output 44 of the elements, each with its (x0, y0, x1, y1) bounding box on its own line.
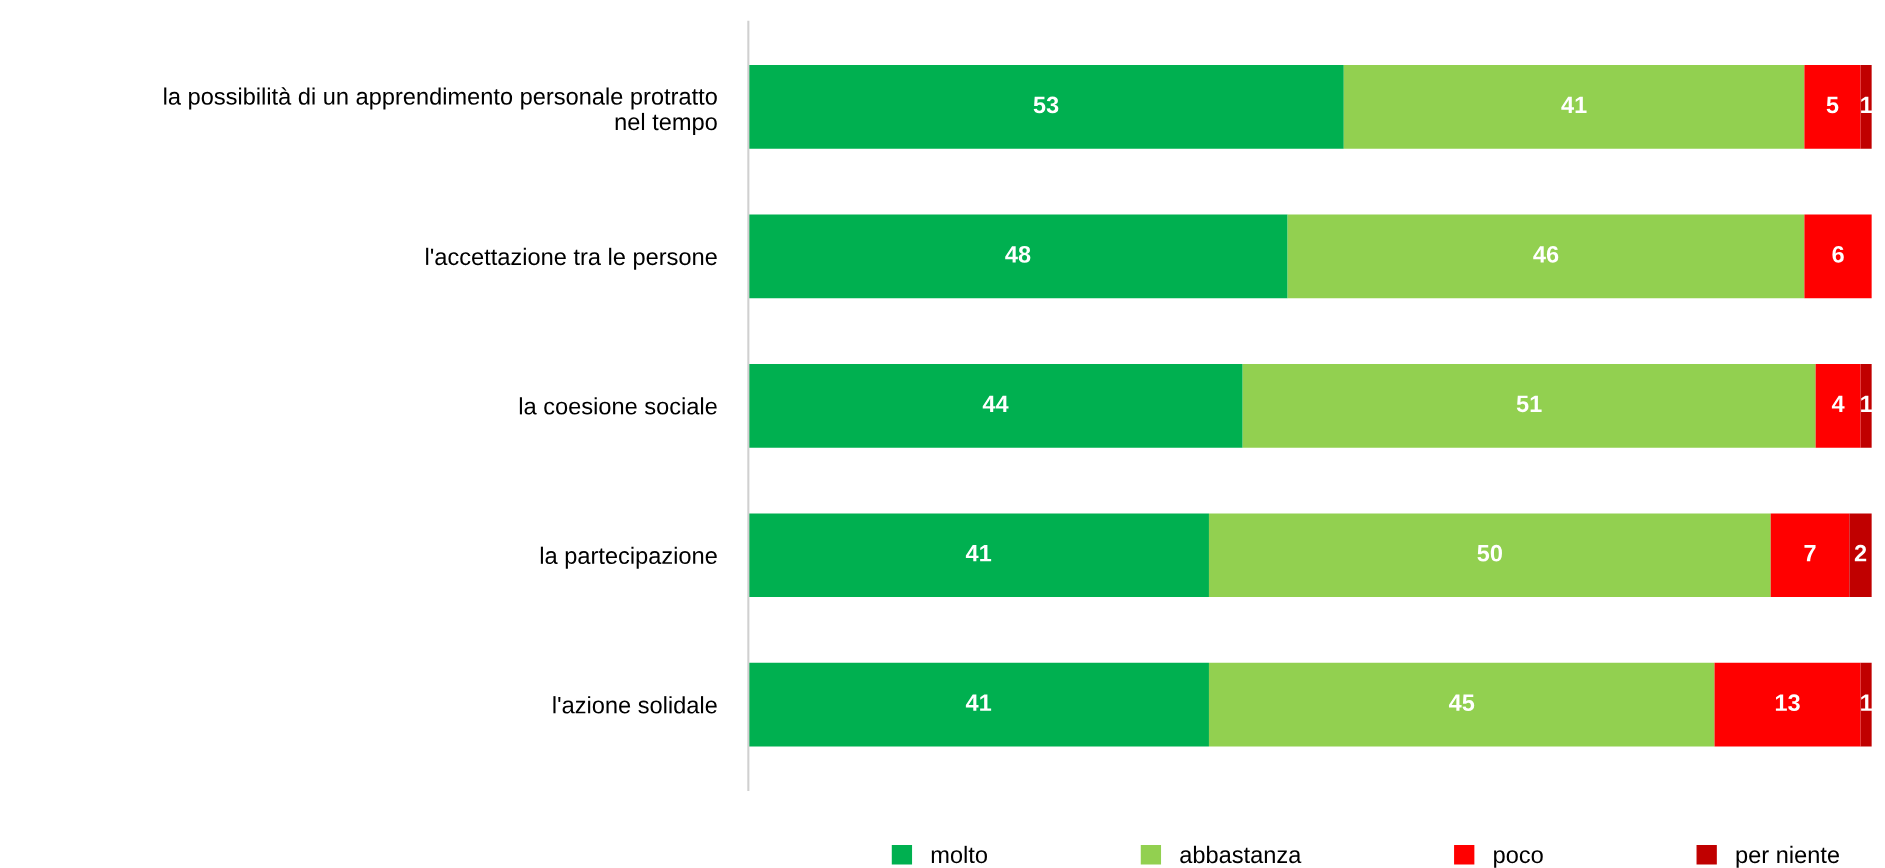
legend-label: per niente (1736, 845, 1839, 868)
bar (1815, 363, 1861, 448)
data-label: 1 (1861, 694, 1873, 711)
y-tick-label: la coesione sociale (519, 397, 717, 415)
data-label: 44 (982, 395, 1009, 412)
y-tick-label: la possibilità di un apprendimento personale protratto nel tempo (164, 87, 717, 135)
bar (1804, 214, 1872, 299)
data-label: 48 (1005, 245, 1031, 263)
bar (1849, 513, 1872, 598)
data-label: 1 (1861, 395, 1873, 412)
bar (1242, 363, 1816, 448)
bar (748, 214, 1288, 299)
data-label: 5 (1826, 96, 1839, 114)
data-label: 50 (1477, 544, 1502, 562)
data-label: 51 (1516, 395, 1542, 413)
data-label: 1 (1861, 96, 1873, 113)
data-label: 6 (1832, 245, 1844, 263)
bar (748, 363, 1243, 448)
bar (748, 65, 1344, 149)
data-label: 13 (1775, 694, 1800, 712)
data-label: 41 (965, 694, 992, 711)
legend-label: abbastanza (1180, 845, 1302, 864)
bar (1770, 513, 1850, 598)
data-label: 45 (1448, 694, 1475, 712)
legend-label: poco (1494, 850, 1543, 868)
y-tick-label: la partecipazione (540, 546, 717, 569)
bar (748, 662, 1209, 747)
bar (1804, 65, 1861, 149)
y-tick-label: l'azione solidale (553, 696, 717, 714)
bar (1343, 65, 1805, 149)
bar (1714, 662, 1861, 747)
data-label: 41 (965, 545, 992, 562)
legend-label: molto (931, 845, 987, 864)
data-label: 7 (1804, 545, 1816, 562)
bar (1287, 214, 1805, 299)
data-label: 41 (1561, 96, 1587, 113)
data-label: 4 (1831, 395, 1845, 412)
bar (1208, 513, 1771, 598)
bar (1208, 662, 1715, 747)
bar (748, 513, 1209, 598)
data-label: 53 (1033, 96, 1059, 114)
data-label: 46 (1533, 245, 1559, 263)
data-label: 2 (1854, 544, 1867, 562)
y-tick-label: l'accettazione tra le persone (426, 247, 717, 270)
